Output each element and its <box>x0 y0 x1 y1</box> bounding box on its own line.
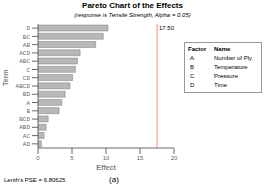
svg-text:10: 10 <box>103 155 110 161</box>
svg-text:15: 15 <box>137 155 144 161</box>
html-text:Pressure: Pressure <box>214 73 238 79</box>
svg-text:A: A <box>26 100 30 107</box>
html-text:Number of Ply: Number of Ply <box>214 55 252 61</box>
svg-text:BD: BD <box>23 91 31 98</box>
svg-text:Term: Term <box>8 69 9 86</box>
svg-text:AB: AB <box>23 42 31 49</box>
svg-text:CD: CD <box>23 75 31 82</box>
svg-text:C: C <box>26 67 30 74</box>
svg-text:D: D <box>26 25 30 32</box>
svg-text:ABC: ABC <box>19 58 30 65</box>
html-text:(response is Tensile Strength,: (response is Tensile Strength, Alpha = 0… <box>74 12 191 18</box>
html-text:Lenth's PSE = 6.80625: Lenth's PSE = 6.80625 <box>4 177 66 183</box>
html-text:Pareto Chart of the Effects: Pareto Chart of the Effects <box>82 1 183 10</box>
svg-text:B: B <box>26 108 30 115</box>
svg-text:AC: AC <box>23 133 31 140</box>
html-text:C: C <box>190 73 195 79</box>
html-text:Factor: Factor <box>188 46 207 52</box>
svg-text:ACD: ACD <box>19 50 30 57</box>
svg-text:Effect: Effect <box>96 164 116 170</box>
svg-text:ABCD: ABCD <box>16 83 31 90</box>
svg-text:AD: AD <box>23 141 31 148</box>
svg-text:17.50: 17.50 <box>159 25 175 31</box>
svg-text:BC: BC <box>23 34 31 41</box>
svg-text:0: 0 <box>36 155 40 161</box>
html-text:B: B <box>190 64 194 70</box>
svg-text:ABD: ABD <box>19 124 30 131</box>
html-text:Temperature: Temperature <box>214 64 248 70</box>
svg-text:BCD: BCD <box>19 116 30 123</box>
html-text:A: A <box>190 55 194 61</box>
html-text:(a): (a) <box>109 175 119 184</box>
svg-text:20: 20 <box>171 155 178 161</box>
html-text:D: D <box>190 82 195 88</box>
html-text:Time: Time <box>214 82 228 88</box>
svg-text:5: 5 <box>70 155 74 161</box>
html-text:Name: Name <box>214 46 231 52</box>
